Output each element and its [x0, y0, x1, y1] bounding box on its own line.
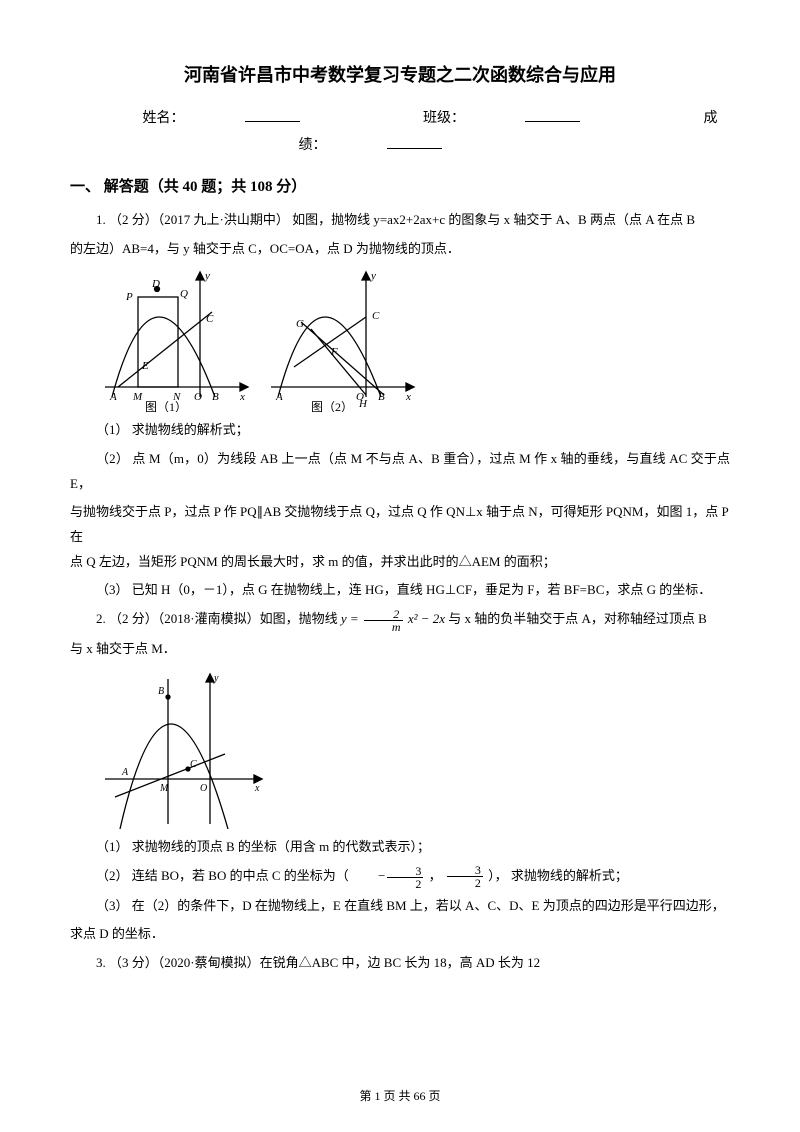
page-footer: 第 1 页 共 66 页	[0, 1085, 800, 1108]
score-blank[interactable]	[387, 135, 442, 149]
q2-p2: （2） 连结 BO，若 BO 的中点 C 的坐标为（ −32 ， 32 ）， 求…	[70, 864, 730, 890]
name-blank[interactable]	[245, 108, 300, 122]
class-blank[interactable]	[525, 108, 580, 122]
q2-p1: （1） 求抛物线的顶点 B 的坐标（用含 m 的代数式表示）；	[70, 835, 730, 860]
svg-text:x: x	[405, 391, 411, 403]
name-field: 姓名：	[113, 111, 330, 126]
q1-p2b: 与抛物线交于点 P，过点 P 作 PQ∥AB 交抛物线于点 Q，过点 Q 作 Q…	[70, 500, 730, 549]
figure-3: y B A M O C x	[100, 669, 270, 829]
svg-text:M: M	[159, 783, 169, 794]
page-title: 河南省许昌市中考数学复习专题之二次函数综合与应用	[70, 58, 730, 92]
svg-text:A: A	[121, 767, 129, 778]
svg-text:C: C	[190, 759, 197, 770]
svg-text:B: B	[158, 686, 164, 697]
q2-p3: （3） 在（2）的条件下，D 在抛物线上，E 在直线 BM 上，若以 A、C、D…	[70, 894, 730, 919]
q1-p2c: 点 Q 左边，当矩形 PQNM 的周长最大时，求 m 的值，并求出此时的△AEM…	[70, 550, 730, 575]
svg-text:M: M	[132, 391, 143, 403]
svg-text:B: B	[212, 391, 219, 403]
svg-text:P: P	[125, 291, 133, 303]
svg-text:y: y	[370, 270, 376, 282]
svg-text:y: y	[213, 673, 219, 684]
fig2-caption: 图（2）	[311, 400, 353, 412]
svg-text:G: G	[296, 318, 304, 330]
q2-figure: y B A M O C x	[100, 669, 730, 829]
q2-head: 2. （2 分）（2018·灌南模拟）如图，抛物线 y = 2m x² − 2x…	[70, 607, 730, 633]
q2-p2b: ）， 求抛物线的解析式；	[488, 868, 628, 883]
q2-p3b: 求点 D 的坐标．	[70, 922, 730, 947]
fig1-caption: 图（1）	[145, 400, 187, 412]
svg-text:x: x	[239, 391, 245, 403]
name-label: 姓名：	[143, 111, 185, 126]
svg-text:O: O	[194, 391, 202, 403]
svg-text:D: D	[151, 278, 160, 290]
svg-text:C: C	[206, 313, 214, 325]
frac-neg: −32	[352, 864, 425, 890]
class-label: 班级：	[423, 111, 465, 126]
frac-pos: 32	[447, 864, 483, 889]
class-field: 班级：	[393, 111, 610, 126]
svg-text:H: H	[358, 398, 368, 410]
svg-text:A: A	[109, 391, 117, 403]
svg-text:x: x	[254, 783, 260, 794]
q1-figures: y D P Q C E A M N O B x 图（1）	[100, 267, 730, 412]
q1-p1: （1） 求抛物线的解析式；	[70, 418, 730, 443]
q1-p3: （3） 已知 H（0，－1），点 G 在抛物线上，连 HG，直线 HG⊥CF，垂…	[70, 578, 730, 603]
svg-text:E: E	[141, 360, 149, 372]
svg-text:y: y	[204, 270, 210, 282]
svg-text:C: C	[372, 310, 380, 322]
svg-text:O: O	[200, 783, 207, 794]
section-heading: 一、 解答题（共 40 题；共 108 分）	[70, 173, 730, 202]
q2-head-a: 2. （2 分）（2018·灌南模拟）如图，抛物线	[96, 611, 341, 626]
q2-head-c: 与 x 轴交于点 M．	[70, 637, 730, 662]
svg-text:Q: Q	[180, 288, 188, 300]
meta-row: 姓名： 班级： 成绩：	[70, 106, 730, 159]
q2-formula: y = 2m x² − 2x	[341, 611, 448, 626]
q1-p2: （2） 点 M（m，0）为线段 AB 上一点（点 M 不与点 A、B 重合），过…	[70, 447, 730, 496]
svg-text:F: F	[330, 346, 338, 358]
comma: ，	[429, 868, 445, 883]
svg-text:B: B	[378, 391, 385, 403]
figure-2: y C G F A O B x H 图（2）	[266, 267, 421, 412]
q2-p2a: （2） 连结 BO，若 BO 的中点 C 的坐标为（	[96, 868, 349, 883]
q2-head-b: 与 x 轴的负半轴交于点 A，对称轴经过顶点 B	[448, 611, 707, 626]
q3: 3. （3 分）（2020·蔡甸模拟）在锐角△ABC 中，边 BC 长为 18，…	[70, 951, 730, 976]
q1-line1: 1. （2 分）（2017 九上·洪山期中） 如图，抛物线 y=ax2+2ax+…	[70, 208, 730, 233]
svg-text:A: A	[275, 391, 283, 403]
figure-1: y D P Q C E A M N O B x 图（1）	[100, 267, 255, 412]
q1-line2: 的左边）AB=4，与 y 轴交于点 C，OC=OA，点 D 为抛物线的顶点．	[70, 237, 730, 262]
